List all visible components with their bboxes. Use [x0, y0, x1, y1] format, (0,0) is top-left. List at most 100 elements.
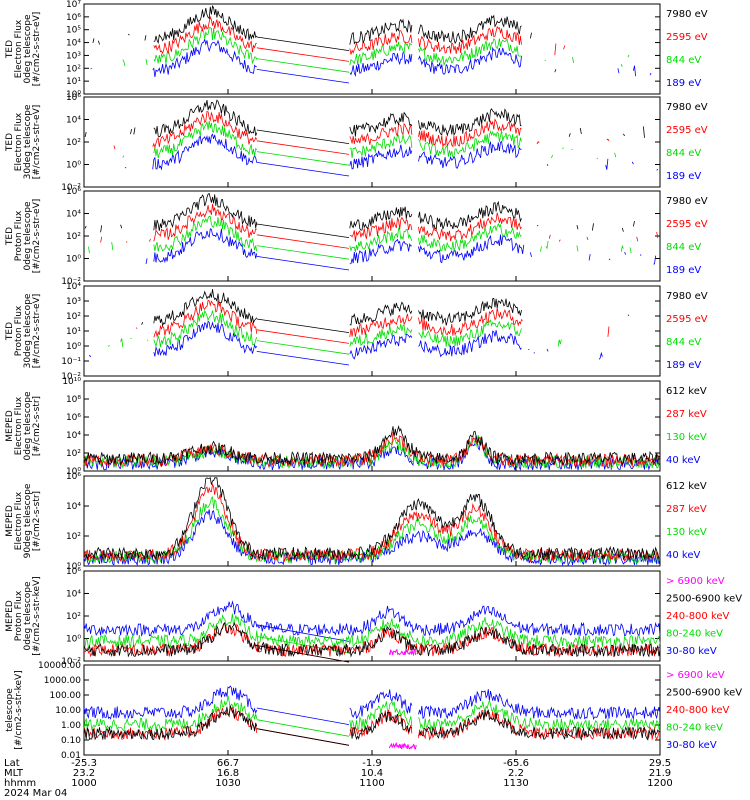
y-tick-label: 10⁻¹ [61, 357, 81, 367]
legend-entry: 2595 eV [666, 314, 708, 325]
y-axis-label: [#/cm2-s-str-eV] [32, 105, 42, 180]
series-line [388, 648, 417, 657]
y-tick-label: 10² [66, 232, 81, 242]
series-line [83, 434, 661, 470]
legend-entry: 130 keV [666, 432, 707, 443]
y-tick-label: 10⁵ [66, 26, 81, 36]
legend-entry: 40 keV [666, 550, 700, 561]
y-axis-label: Electron Flux [14, 112, 24, 171]
y-tick-label: 10⁻² [61, 657, 81, 667]
panel-7: 10⁻² 10⁰ 10² 10⁴ 10⁶ MEPED Proton Flux 0deg tel… [5, 567, 742, 667]
series-line [88, 215, 632, 260]
series-line [122, 120, 617, 166]
legend-entry: 2595 eV [666, 219, 708, 230]
y-axis-label: [#/cm2-s-str-keV] [32, 576, 42, 655]
legend-entry: 2500-6900 keV [666, 594, 742, 605]
y-axis-label: 0deg telescope [23, 14, 33, 84]
y-tick-label: 10⁶ [66, 413, 81, 423]
legend-entry: 287 keV [666, 409, 707, 420]
legend-entry: 844 eV [666, 242, 701, 253]
y-tick-label: 10⁰ [66, 467, 81, 477]
y-axis-label: TED [5, 40, 15, 59]
series-line [83, 705, 661, 746]
y-axis-label: Proton Flux [14, 305, 24, 356]
y-tick-label: 10⁰ [66, 562, 81, 572]
y-axis-label: TED [5, 133, 15, 152]
legend-entry: 40 keV [666, 455, 700, 466]
panel-1: 10⁰ 10¹ 10² 10³ 10⁴ 10⁵ 10⁶ 10⁷ TED Electron Flux… [5, 0, 708, 100]
x-tick-label: 21.9 [649, 768, 671, 779]
y-tick-label: 0.01 [61, 751, 81, 761]
y-axis-label: [#/cm2-s-str-eV] [32, 199, 42, 274]
series-line [84, 193, 635, 238]
legend-entry: 189 eV [666, 265, 701, 276]
legend-entry: 80-240 keV [666, 723, 723, 734]
y-axis-label: 0deg telescope [23, 201, 33, 271]
x-tick-label: -65.6 [503, 758, 529, 769]
y-axis-label: 30deg telescope [23, 104, 33, 179]
x-tick-label: 2.2 [508, 768, 524, 779]
y-tick-label: 10⁴ [66, 210, 81, 220]
y-tick-label: 10⁷ [66, 0, 81, 10]
y-axis-label: [#/cm2-s-str-eV] [32, 12, 42, 87]
panel-frame [83, 96, 661, 188]
legend-entry: 612 keV [666, 481, 707, 492]
legend-entry: 7980 eV [666, 196, 708, 207]
x-tick-label: 1030 [215, 778, 240, 789]
y-tick-label: 10² [66, 612, 81, 622]
panel-5: 10⁰ 10² 10⁴ 10⁶ 10⁸ 10¹⁰ MEPED Electron Flux 0de… [5, 377, 707, 477]
legend-entry: 844 eV [666, 55, 701, 66]
y-axis-label: 0deg telescope [23, 391, 33, 461]
y-tick-label: 10⁶ [66, 472, 81, 482]
y-tick-label: 10⁰ [66, 161, 81, 171]
y-tick-label: 1000.00 [44, 676, 81, 686]
y-axis-label: Proton Flux [14, 590, 24, 641]
y-tick-label: 100.00 [50, 691, 82, 701]
y-tick-label: 10⁻² [61, 277, 81, 287]
panel-frame [83, 190, 661, 282]
y-axis-label: [#/cm2-s-str-eV] [32, 294, 42, 369]
y-tick-label: 10² [66, 449, 81, 459]
legend-entry: 2595 eV [666, 32, 708, 43]
y-axis-label: 0deg telescope [23, 581, 33, 651]
legend-entry: 189 eV [666, 78, 701, 89]
legend-entry: 7980 eV [666, 291, 708, 302]
y-axis-label: [#/cm2-s-str] [32, 396, 42, 456]
y-axis-label: Electron Flux [14, 396, 24, 455]
panel-frame [83, 664, 661, 756]
time-axis-labels: Lat MLT hhmm 2024 Mar 04 -25.3 66.7 -1.9 -6… [4, 758, 673, 799]
y-axis-label: [#/cm2-s-str] [32, 491, 42, 551]
x-tick-label: 66.7 [217, 758, 239, 769]
y-tick-label: 10² [66, 532, 81, 542]
y-tick-label: 10⁶ [66, 93, 81, 103]
y-tick-label: 10⁶ [66, 567, 81, 577]
series-line [83, 477, 661, 561]
series-line [83, 509, 661, 567]
y-axis-label: 90deg telescope [23, 483, 33, 558]
x-tick-label: 1130 [503, 778, 528, 789]
mlt-row-label: MLT [4, 768, 24, 779]
y-tick-label: 10⁰ [66, 342, 81, 352]
x-tick-label: 1100 [359, 778, 384, 789]
legend-entry: 7980 eV [666, 102, 708, 113]
y-tick-label: 10⁶ [66, 13, 81, 23]
series-line [89, 320, 603, 366]
y-tick-label: 10² [66, 138, 81, 148]
y-tick-label: 10¹⁰ [62, 377, 81, 387]
y-tick-label: 10.00 [55, 706, 81, 716]
x-tick-label: 29.5 [649, 758, 671, 769]
x-tick-label: 1200 [647, 778, 672, 789]
y-axis-label: 30deg telescope [23, 293, 33, 368]
legend-entry: > 6900 keV [666, 576, 725, 587]
legend-entry: 130 keV [666, 527, 707, 538]
y-tick-label: 0.10 [61, 736, 81, 746]
panel-6: 10⁰ 10² 10⁴ 10⁶ MEPED Electron Flux 90deg tele… [5, 472, 707, 572]
x-tick-label: 16.8 [217, 768, 239, 779]
x-tick-label: 1000 [71, 778, 96, 789]
series-line [83, 621, 661, 663]
y-tick-label: 10⁴ [66, 39, 81, 49]
series-line [124, 133, 659, 177]
series-line [108, 309, 562, 355]
legend-entry: 189 eV [666, 360, 701, 371]
